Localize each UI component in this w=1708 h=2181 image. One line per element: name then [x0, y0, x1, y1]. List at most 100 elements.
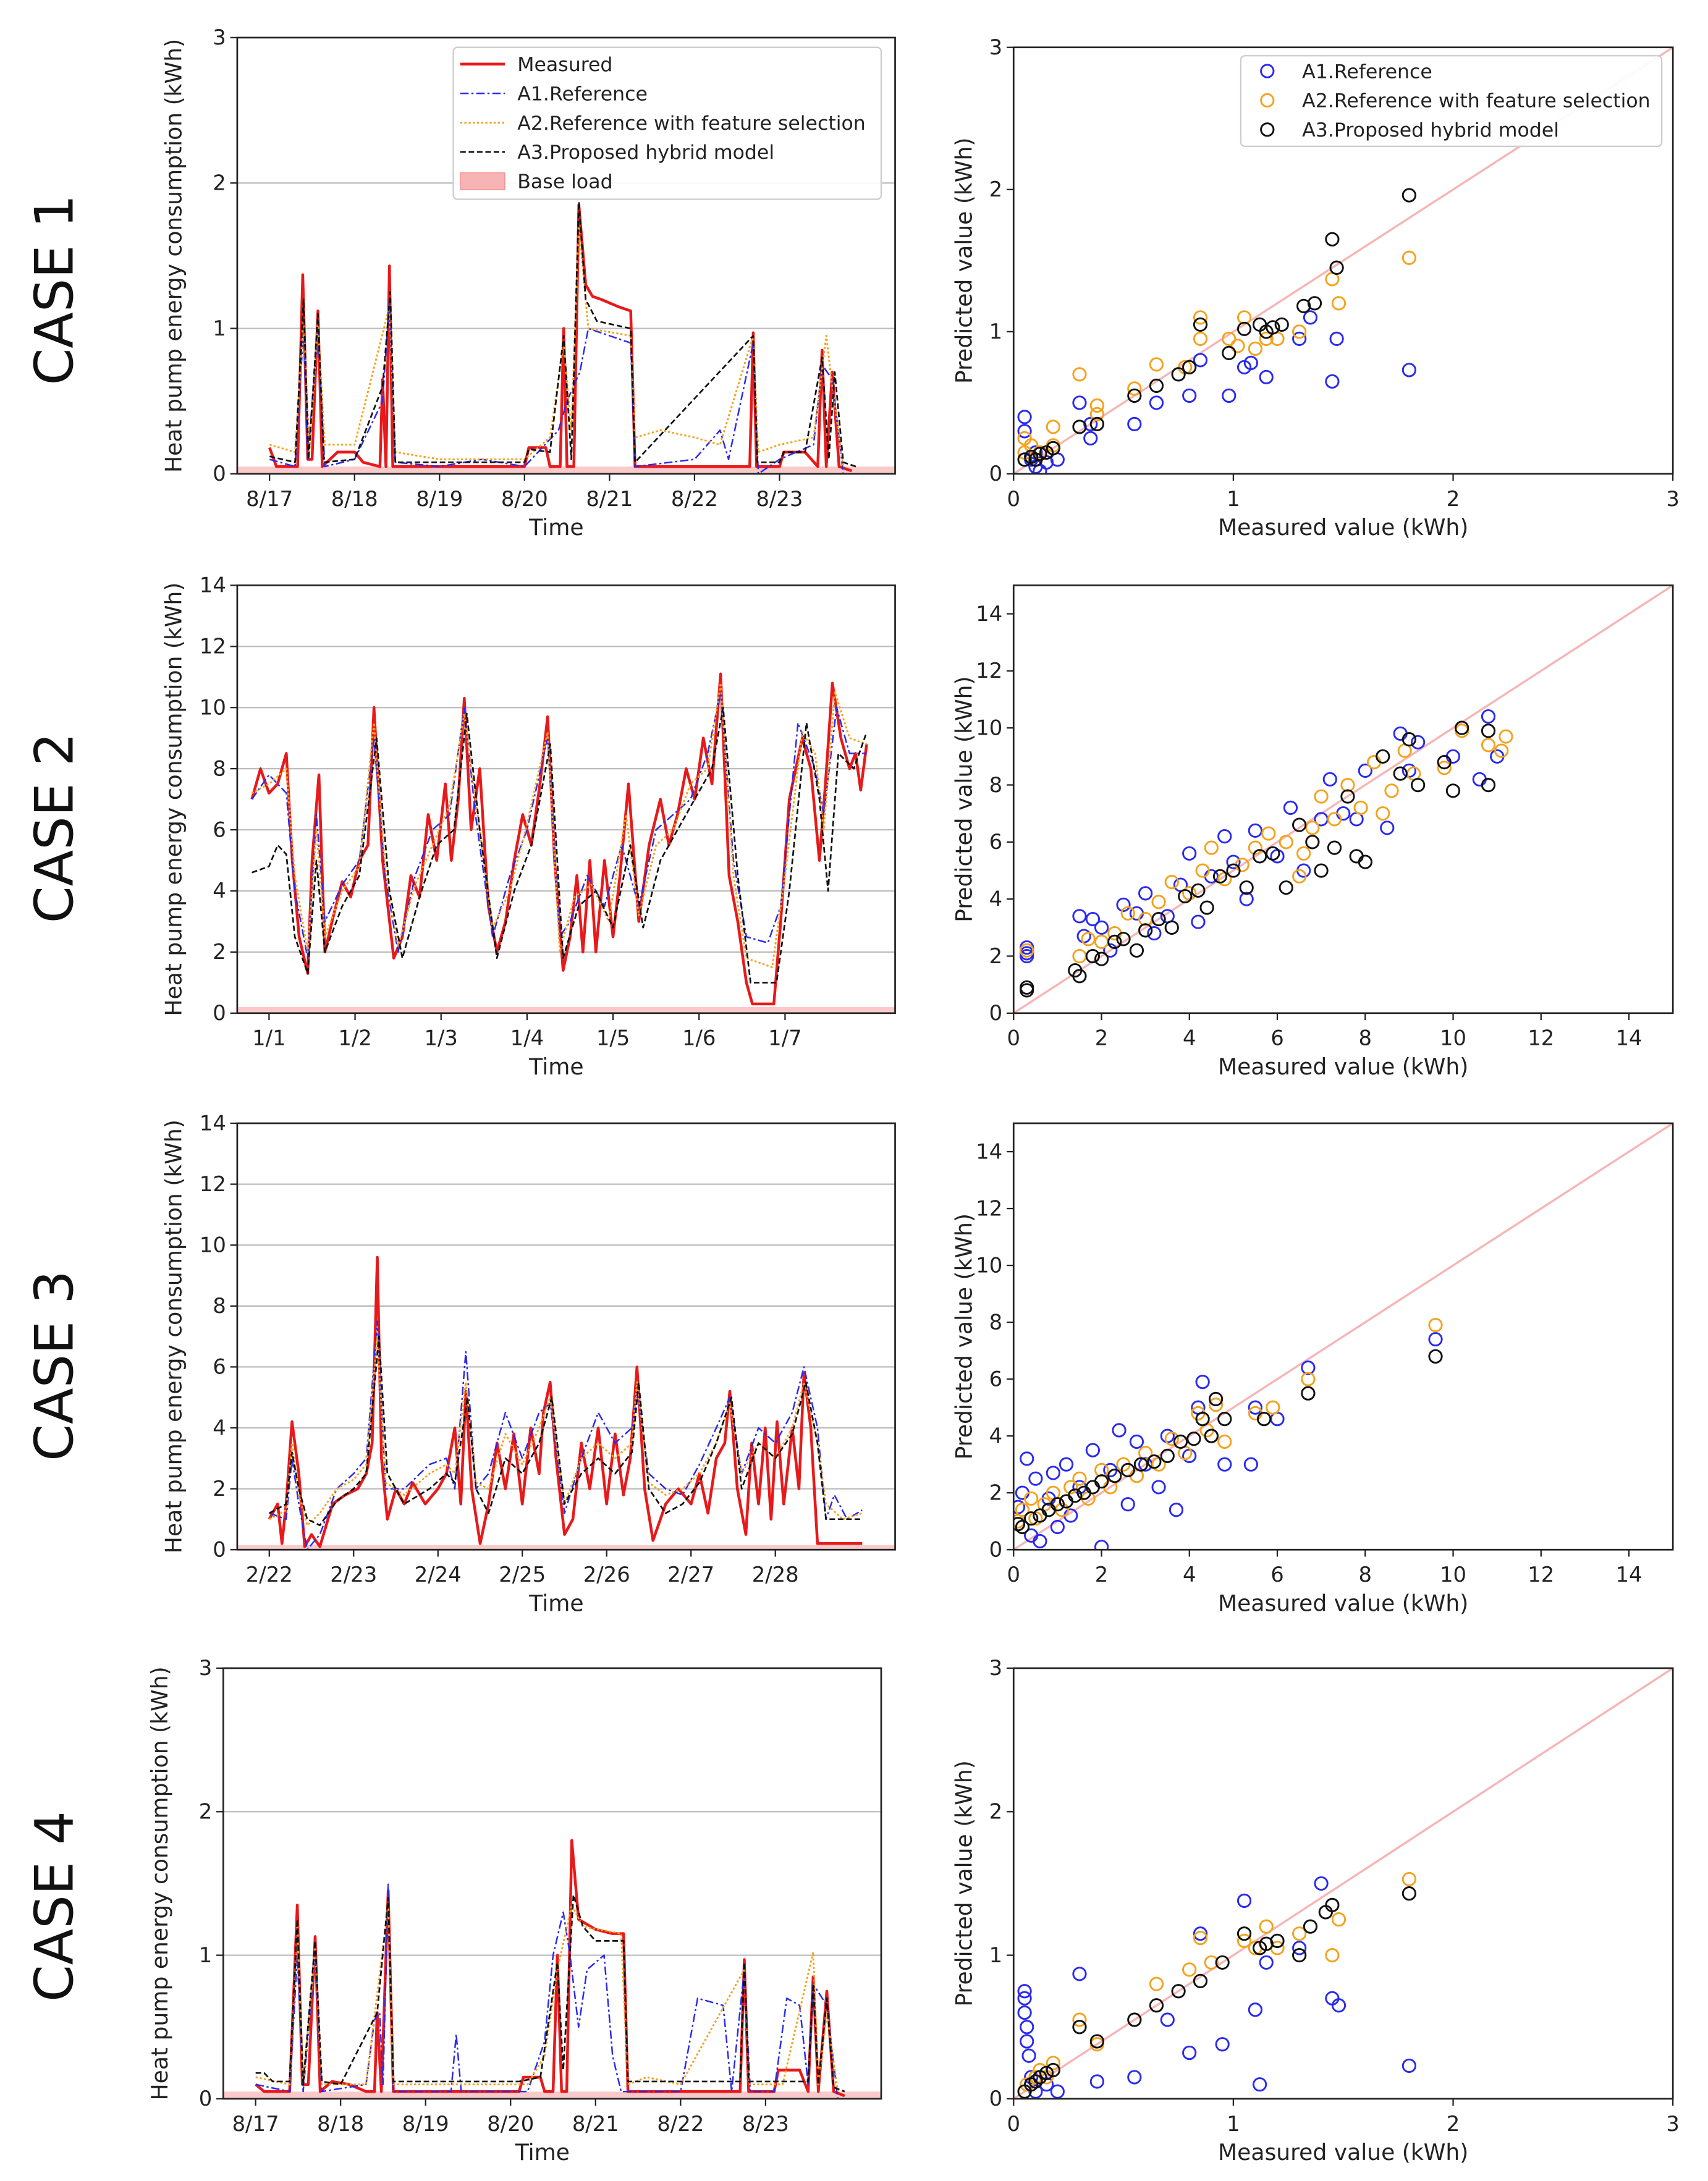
- scatter-point-a3: [1204, 1428, 1219, 1443]
- x-tick-label: 2/23: [330, 1563, 377, 1587]
- x-tick-label: 8/23: [756, 487, 803, 511]
- x-axis-label: Measured value (kWh): [1218, 2140, 1468, 2166]
- x-tick-label: 8/22: [657, 2112, 704, 2136]
- scatter-point-a1: [1147, 926, 1162, 941]
- scatter-point-a3: [1171, 1984, 1186, 1999]
- scatter-point-a1: [1270, 849, 1285, 864]
- scatter-point-a2: [1353, 800, 1368, 815]
- plot-area: [237, 201, 895, 474]
- x-tick-label: 1/1: [252, 1026, 285, 1050]
- scatter-point-a1: [1380, 821, 1395, 835]
- scatter-point-a1: [1239, 892, 1254, 906]
- y-tick-label: 1: [989, 1943, 1003, 1967]
- scatter-point-a2: [1384, 783, 1399, 798]
- scatter-point-a3: [1033, 447, 1047, 462]
- scatter-point-a1: [1248, 1400, 1263, 1415]
- x-tick-label: 8/20: [501, 487, 548, 511]
- scatter-point-a1: [1094, 1540, 1109, 1550]
- scatter-point-a2: [1331, 296, 1347, 311]
- scatter-point-a3: [1127, 2012, 1142, 2027]
- scatter-point-a2: [1151, 895, 1166, 909]
- base-load-band: [237, 466, 895, 474]
- scatter-point-a3: [1401, 1886, 1417, 1901]
- scatter-point-a3: [1116, 932, 1131, 947]
- series-line-a1-reference: [255, 1883, 839, 2099]
- scatter-point-a2: [1195, 863, 1210, 878]
- scatter-point-a1: [1217, 829, 1232, 844]
- y-axis-label: Heat pump energy consumption (kWh): [161, 39, 187, 473]
- scatter-point-a1: [1083, 431, 1098, 445]
- scatter-point-a2: [1366, 754, 1382, 770]
- x-tick-label: 1/6: [682, 1026, 716, 1050]
- scatter-point-a3: [1094, 951, 1109, 966]
- scatter-point-a1: [1358, 763, 1372, 778]
- y-tick-label: 2: [213, 1477, 226, 1501]
- series-line-a3-proposed-hybrid-model: [252, 706, 868, 984]
- scatter-point-a2: [1072, 2012, 1087, 2027]
- scatter-point-a1: [1292, 1941, 1307, 1955]
- scatter-point-a2: [1149, 1976, 1164, 1991]
- series-line-a2-reference-with-feature-selection: [255, 1904, 839, 2092]
- axes-frame: [1012, 1122, 1674, 1551]
- scatter-point-a3: [1340, 789, 1355, 804]
- scatter-point-a2: [1089, 398, 1104, 413]
- axes-frame: [1012, 584, 1674, 1015]
- y-tick-label: 8: [213, 1294, 226, 1318]
- y-tick-label: 12: [200, 1172, 226, 1196]
- y-tick-label: 6: [213, 1355, 226, 1379]
- plot-area: [237, 672, 895, 1013]
- scatter-point-a3: [1226, 863, 1241, 878]
- scatter-point-a1: [1094, 920, 1109, 935]
- case-label-1: CASE 1: [24, 195, 86, 386]
- y-tick-label: 0: [213, 1537, 226, 1561]
- base-load-band: [223, 2091, 881, 2099]
- scatter-point-a2: [1259, 331, 1274, 346]
- x-axis-label: Measured value (kWh): [1218, 515, 1468, 541]
- scatter-point-a1: [1401, 363, 1417, 378]
- scatter-point-a3: [1266, 320, 1280, 335]
- y-tick-label: 14: [976, 1139, 1002, 1163]
- scatter-point-a1: [1393, 726, 1408, 741]
- timeseries-chart-3: 0 2 4 6 8 10 12 14 2/22 2/23 2/24 2/25 2/26 2/27 2/28 T…: [161, 1111, 896, 1616]
- y-tick-label: 3: [199, 1656, 213, 1680]
- scatter-point-a2: [1237, 1933, 1252, 1948]
- scatter-point-a2: [1292, 869, 1307, 884]
- y-tick-label: 1: [213, 316, 226, 340]
- scatter-chart-4: 0 1 2 3 0 1 2 3 Measured value (kWh) Predicted va…: [952, 1656, 1680, 2166]
- y-axis-label: Heat pump energy consumption (kWh): [161, 1120, 187, 1553]
- scatter-point-a3: [1191, 883, 1206, 898]
- scatter-point-a3: [1270, 1933, 1285, 1948]
- x-tick-label: 1/7: [768, 1026, 801, 1050]
- scatter-point-a3: [1481, 723, 1496, 738]
- scatter-point-a1: [1028, 1471, 1043, 1486]
- scatter-chart-2: 0 2 4 6 8 10 12 14 0 2 4 6 8 10 12 14 Measured value (kW…: [952, 584, 1674, 1080]
- scatter-point-a2: [1164, 874, 1179, 890]
- scatter-point-a1: [1103, 943, 1118, 958]
- scatter-point-a3: [1303, 1919, 1318, 1934]
- x-tick-label: 8/21: [572, 2112, 619, 2136]
- y-tick-label: 12: [976, 1196, 1002, 1220]
- scatter-point-a1: [1149, 395, 1164, 410]
- x-tick-label: 14: [1616, 1563, 1642, 1587]
- scatter-point-a3: [1292, 1947, 1307, 1963]
- y-axis-label: Heat pump energy consumption (kWh): [161, 583, 187, 1016]
- scatter-point-a2: [1325, 1947, 1340, 1963]
- x-tick-label: 2/24: [415, 1563, 462, 1587]
- scatter-point-a3: [1252, 849, 1267, 864]
- scatter-point-a1: [1116, 897, 1131, 912]
- scatter-point-a2: [1428, 1317, 1443, 1333]
- scatter-point-a3: [1428, 1349, 1443, 1364]
- series-line-a3-proposed-hybrid-model: [255, 1894, 845, 2093]
- scatter-point-a3: [1314, 863, 1329, 878]
- series-line-a1-reference: [269, 298, 844, 474]
- scatter-point-a2: [1437, 761, 1452, 775]
- scatter-point-a1: [1089, 2074, 1104, 2089]
- scatter-chart-3: 0 2 4 6 8 10 12 14 0 2 4 6 8 10 12 14 Measured value (kW…: [952, 1122, 1674, 1616]
- case-label-2: CASE 2: [24, 732, 86, 923]
- x-tick-label: 0: [1007, 1563, 1020, 1587]
- x-tick-label: 2/26: [583, 1563, 630, 1587]
- y-tick-label: 3: [989, 1656, 1003, 1680]
- x-tick-label: 12: [1528, 1026, 1554, 1050]
- scatter-point-a3: [1358, 854, 1372, 869]
- scatter-point-a1: [1283, 800, 1298, 815]
